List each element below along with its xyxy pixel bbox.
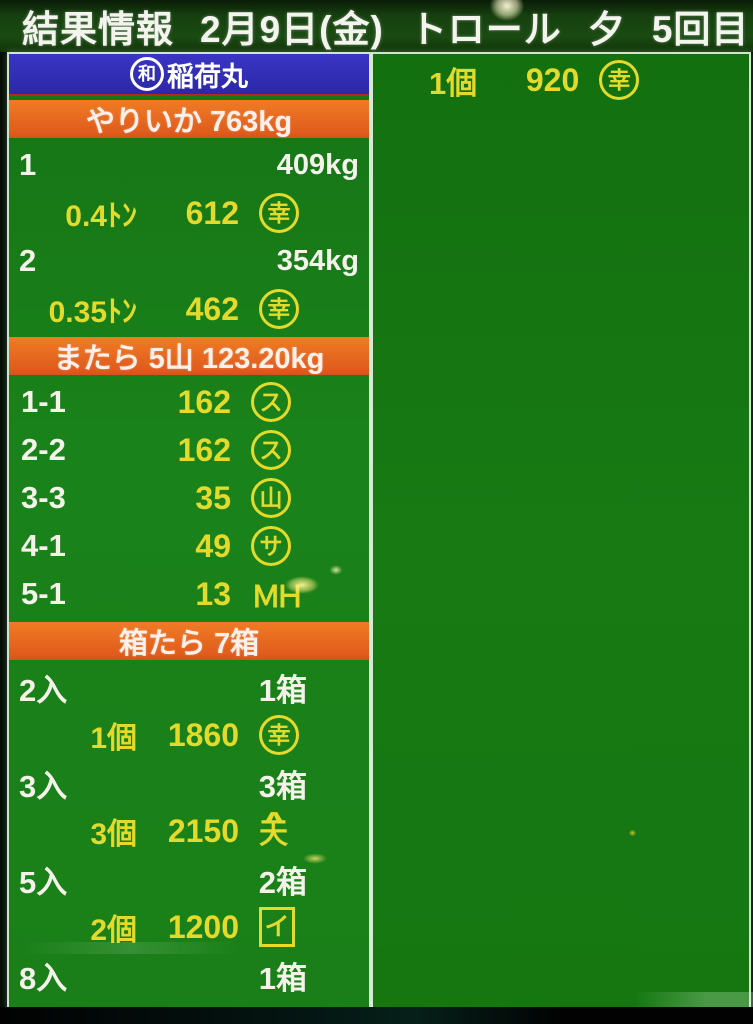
session-label: 夕 bbox=[587, 9, 626, 50]
buyer-mark-icon: 幸 bbox=[259, 289, 299, 329]
box-pack: 3入 bbox=[19, 768, 68, 804]
box-row: 8入 1箱 bbox=[9, 951, 369, 999]
price-value: 35 bbox=[195, 479, 231, 516]
price-value: 162 bbox=[177, 431, 231, 468]
screen-glare bbox=[628, 829, 637, 837]
species-label: 箱たら 7箱 bbox=[118, 628, 260, 660]
roof-glyph: ∧ bbox=[260, 806, 287, 824]
left-results-panel: 和 稲荷丸 やりいか 763kg 1 409kg 0.4ﾄﾝ 612 幸 2 3… bbox=[9, 54, 373, 1009]
right-results-panel: 1個 920 幸 bbox=[373, 54, 753, 1009]
boat-name: 稲荷丸 bbox=[167, 61, 248, 92]
price-row: 2個 1200 イ bbox=[9, 903, 369, 951]
price-value: 1200 bbox=[167, 908, 239, 945]
buyer-mark-icon: ＭＨ bbox=[251, 581, 305, 614]
price-row: 1個 1860 幸 bbox=[9, 711, 369, 759]
boat-mark-icon: 和 bbox=[130, 57, 164, 91]
price-row: 3個 2150 ∧ 天 bbox=[9, 807, 369, 855]
buyer-mark-icon: ス bbox=[251, 382, 291, 422]
quantity: 0.4ﾄﾝ bbox=[65, 200, 137, 233]
box-count: 1箱 bbox=[258, 960, 307, 996]
price-value: 612 bbox=[185, 194, 239, 231]
lot-number: 1 bbox=[19, 147, 37, 182]
screen-glare bbox=[635, 992, 753, 1008]
boat-header: 和 稲荷丸 bbox=[9, 54, 369, 96]
box-pack: 8入 bbox=[19, 960, 68, 996]
buyer-mark-icon: 幸 bbox=[259, 715, 299, 755]
box-row: 5入 2箱 bbox=[9, 855, 369, 903]
buyer-mark-icon: 山 bbox=[251, 478, 291, 518]
quantity: 1個 bbox=[429, 65, 478, 101]
page-title: 結果情報 bbox=[22, 9, 174, 50]
mark-char: 天 bbox=[259, 817, 289, 850]
round-label: 5回目 bbox=[651, 9, 750, 50]
buyer-mark-icon: ス bbox=[251, 430, 291, 470]
species-label: またら 5山 123.20kg bbox=[53, 343, 325, 375]
lot-weight: 409kg bbox=[276, 148, 359, 181]
price-value: 13 bbox=[195, 575, 231, 612]
quantity: 0.35ﾄﾝ bbox=[48, 296, 137, 329]
price-value: 49 bbox=[195, 527, 231, 564]
pile-number: 2-2 bbox=[21, 432, 66, 467]
species-label: やりいか 763kg bbox=[85, 106, 293, 138]
price-value: 1860 bbox=[167, 716, 239, 753]
buyer-mark-icon: 幸 bbox=[259, 193, 299, 233]
bottom-bezel-bar bbox=[0, 1007, 753, 1024]
pile-row: 4-1 49 サ bbox=[9, 522, 369, 570]
box-count: 2箱 bbox=[258, 864, 307, 900]
box-count: 3箱 bbox=[258, 768, 307, 804]
price-row: 1個 920 幸 bbox=[373, 60, 749, 101]
title-bar: 結果情報 2月9日(金) トロール 夕 5回目 bbox=[0, 0, 753, 52]
quantity: 1個 bbox=[90, 722, 137, 755]
date-label: 2月9日(金) bbox=[200, 9, 384, 50]
buyer-mark-icon: ∧ 天 bbox=[259, 807, 289, 850]
pile-number: 4-1 bbox=[21, 528, 66, 563]
species-header-hakotara: 箱たら 7箱 bbox=[9, 622, 369, 660]
lot-row: 2 354kg bbox=[9, 237, 369, 285]
buyer-mark-icon: サ bbox=[251, 526, 291, 566]
species-header-yariika: やりいか 763kg bbox=[9, 100, 369, 138]
species-header-matara: またら 5山 123.20kg bbox=[9, 337, 369, 375]
box-row: 3入 3箱 bbox=[9, 759, 369, 807]
pile-row: 5-1 13 ＭＨ bbox=[9, 570, 369, 618]
pile-number: 3-3 bbox=[21, 480, 66, 515]
lot-number: 2 bbox=[19, 243, 37, 278]
pile-number: 1-1 bbox=[21, 384, 66, 419]
box-pack: 5入 bbox=[19, 864, 68, 900]
buyer-mark-icon: 幸 bbox=[599, 60, 640, 100]
price-value: 920 bbox=[525, 61, 580, 98]
pile-row: 1-1 162 ス bbox=[9, 378, 369, 426]
price-row: 0.4ﾄﾝ 612 幸 bbox=[9, 189, 369, 237]
quantity: 3個 bbox=[90, 818, 137, 851]
lot-row: 1 409kg bbox=[9, 141, 369, 189]
box-count: 1箱 bbox=[258, 672, 307, 708]
pile-row: 3-3 35 山 bbox=[9, 474, 369, 522]
lot-weight: 354kg bbox=[276, 244, 359, 277]
box-row: 2入 1箱 bbox=[9, 663, 369, 711]
buyer-mark-icon: イ bbox=[259, 907, 295, 947]
pile-number: 5-1 bbox=[21, 576, 66, 611]
box-pack: 2入 bbox=[19, 672, 68, 708]
price-value: 462 bbox=[185, 290, 239, 327]
price-value: 2150 bbox=[167, 812, 239, 849]
quantity: 2個 bbox=[90, 914, 137, 947]
price-value: 162 bbox=[177, 383, 231, 420]
gear-label: トロール bbox=[409, 9, 562, 50]
results-board: 和 稲荷丸 やりいか 763kg 1 409kg 0.4ﾄﾝ 612 幸 2 3… bbox=[7, 52, 753, 1011]
pile-row: 2-2 162 ス bbox=[9, 426, 369, 474]
price-row: 0.35ﾄﾝ 462 幸 bbox=[9, 285, 369, 333]
